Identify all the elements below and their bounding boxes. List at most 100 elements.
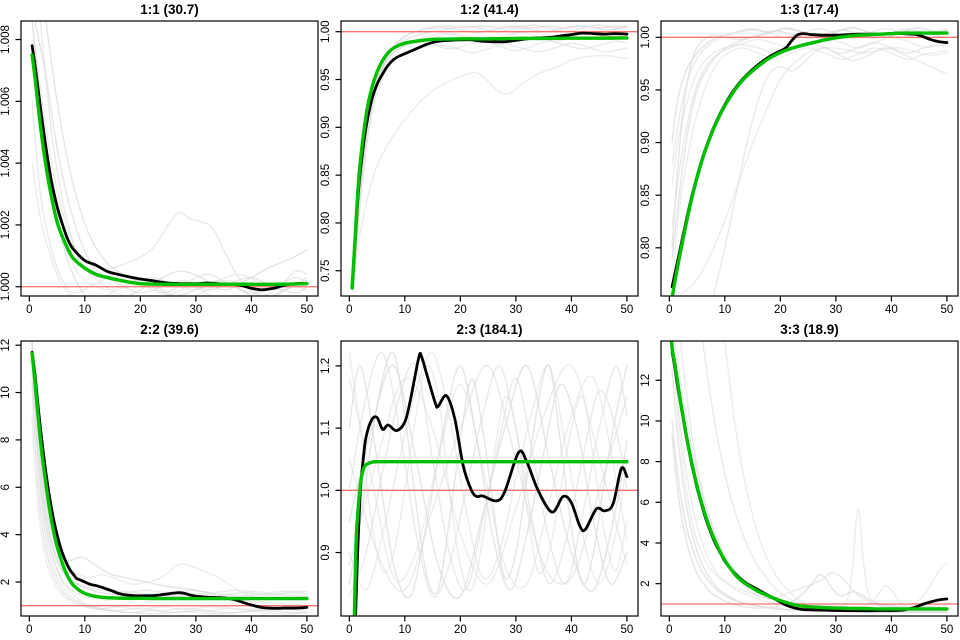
plot-box [20, 20, 319, 297]
y-tick-label: 1.1 [320, 420, 332, 436]
y-tick-label: 1.002 [0, 211, 12, 240]
panel-2-2: 0 10 20 30 40 50 2 4 6 8 10 12 2:2 (39.6) [0, 320, 320, 640]
x-tick-label: 20 [454, 304, 467, 316]
black-mean-curve [354, 351, 629, 616]
panel-1-3: 0 10 20 30 40 50 0.80 0.85 0.90 0.95 1.00 1:3 (17.… [640, 0, 960, 320]
y-tick-label: 4 [640, 539, 652, 546]
trajectory-line [348, 365, 628, 599]
y-tick-label: 6 [640, 499, 652, 505]
panel-1-1-chart: 0 10 20 30 40 50 1.000 1.002 1.004 1.006 1.008 [0, 0, 320, 320]
trajectory-line [31, 356, 308, 615]
y-tick-label: 0.95 [640, 79, 652, 101]
trajectory-line [352, 42, 628, 289]
x-tick-label: 0 [346, 304, 352, 316]
y-tick-label: 2 [0, 579, 12, 585]
gray-trajectories [671, 27, 948, 296]
y-tick-label: 0.75 [320, 260, 332, 282]
trajectory-line [39, 21, 308, 296]
panel-2-2-title: 2:2 (39.6) [140, 322, 199, 337]
x-tick-label: 10 [78, 304, 91, 316]
trajectory-line [724, 341, 948, 611]
trajectory-line [31, 21, 308, 296]
panel-1-2-chart: 0 10 20 30 40 50 0.75 0.80 0.85 0.90 0.95 1.00 [320, 0, 640, 320]
x-tick-label: 10 [718, 624, 731, 636]
x-tick-label: 40 [885, 624, 898, 636]
green-fit-curve [670, 31, 949, 296]
y-tick-label: 0.9 [320, 545, 332, 561]
trajectory-line [348, 352, 628, 592]
x-tick-label: 50 [300, 304, 313, 316]
y-tick-label: 1.0 [320, 482, 332, 498]
plot-box [660, 340, 959, 617]
trajectory-line [45, 21, 308, 296]
black-mean-curve [30, 350, 309, 610]
trajectory-line [31, 342, 308, 607]
chart-svg: 0 10 20 30 40 50 2 4 6 8 10 12 [640, 340, 959, 636]
trajectory-line [31, 342, 308, 597]
panel-3-3: 0 10 20 30 40 50 2 4 6 8 10 12 3:3 (18.9) [640, 320, 960, 640]
plot-area [341, 24, 638, 293]
y-tick-label: 1.008 [0, 25, 12, 54]
y-tick-label: 12 [640, 374, 652, 387]
plot-area [661, 27, 958, 296]
green-fit-curve [352, 459, 629, 616]
x-axis: 0 10 20 30 40 50 [666, 616, 953, 636]
x-tick-label: 50 [940, 624, 953, 636]
x-tick-label: 20 [774, 624, 787, 636]
x-axis: 0 10 20 30 40 50 [666, 296, 953, 316]
y-tick-label: 1.004 [0, 148, 12, 177]
green-fit-curve [350, 36, 629, 290]
chart-svg: 0 10 20 30 40 50 1.000 1.002 1.004 1.006 1.008 [0, 20, 319, 316]
trajectory-line [713, 47, 948, 296]
green-fit-curve [669, 341, 949, 611]
x-tick-label: 20 [454, 624, 467, 636]
panel-2-3: 0 10 20 30 40 50 0.9 1.0 1.1 1.2 2:3 (184.1) [320, 320, 640, 640]
gray-trajectories [671, 341, 948, 613]
panel-1-2-title: 1:2 (41.4) [460, 2, 519, 17]
trajectory-line [348, 364, 628, 585]
green-fit-curve [30, 351, 309, 601]
x-tick-label: 10 [398, 304, 411, 316]
y-axis: 2 4 6 8 10 12 [640, 374, 661, 587]
x-tick-label: 40 [245, 624, 258, 636]
trajectory-line [31, 342, 308, 612]
x-axis: 0 10 20 30 40 50 [346, 296, 633, 316]
plot-area [341, 351, 638, 616]
trajectory-line [352, 54, 628, 293]
chart-svg: 0 10 20 30 40 50 2 4 6 8 10 12 [0, 339, 319, 636]
y-tick-label: 1.006 [0, 87, 12, 116]
y-tick-label: 0.85 [640, 184, 652, 206]
panel-3-3-chart: 0 10 20 30 40 50 2 4 6 8 10 12 [640, 320, 960, 640]
x-tick-label: 20 [774, 304, 787, 316]
x-tick-label: 0 [26, 624, 32, 636]
plot-area [21, 342, 318, 615]
y-tick-label: 0.85 [320, 164, 332, 186]
x-tick-label: 10 [718, 304, 731, 316]
trajectory-line [31, 342, 308, 596]
x-tick-label: 30 [829, 304, 842, 316]
trajectory-line [352, 40, 628, 282]
trajectory-line [701, 341, 948, 613]
y-tick-label: 10 [640, 415, 652, 428]
chart-svg: 0 10 20 30 40 50 0.80 0.85 0.90 0.95 1.00 [640, 20, 959, 316]
plot-area [21, 21, 318, 296]
panel-1-1-title: 1:1 (30.7) [140, 2, 199, 17]
y-tick-label: 0.95 [320, 68, 332, 90]
trajectory-line [671, 341, 948, 611]
gray-trajectories [352, 24, 628, 293]
gray-trajectories [348, 351, 628, 599]
x-tick-label: 50 [300, 624, 313, 636]
panel-2-3-chart: 0 10 20 30 40 50 0.9 1.0 1.1 1.2 [320, 320, 640, 640]
panel-2-3-title: 2:3 (184.1) [456, 322, 523, 337]
trajectory-line [31, 342, 308, 601]
x-tick-label: 30 [509, 624, 522, 636]
trajectory-line [348, 352, 628, 591]
x-axis: 0 10 20 30 40 50 [26, 616, 313, 636]
trajectory-line [348, 365, 628, 592]
x-tick-label: 30 [189, 304, 202, 316]
black-mean-curve [30, 44, 309, 292]
x-tick-label: 40 [565, 624, 578, 636]
x-tick-label: 30 [189, 624, 202, 636]
x-tick-label: 40 [885, 304, 898, 316]
